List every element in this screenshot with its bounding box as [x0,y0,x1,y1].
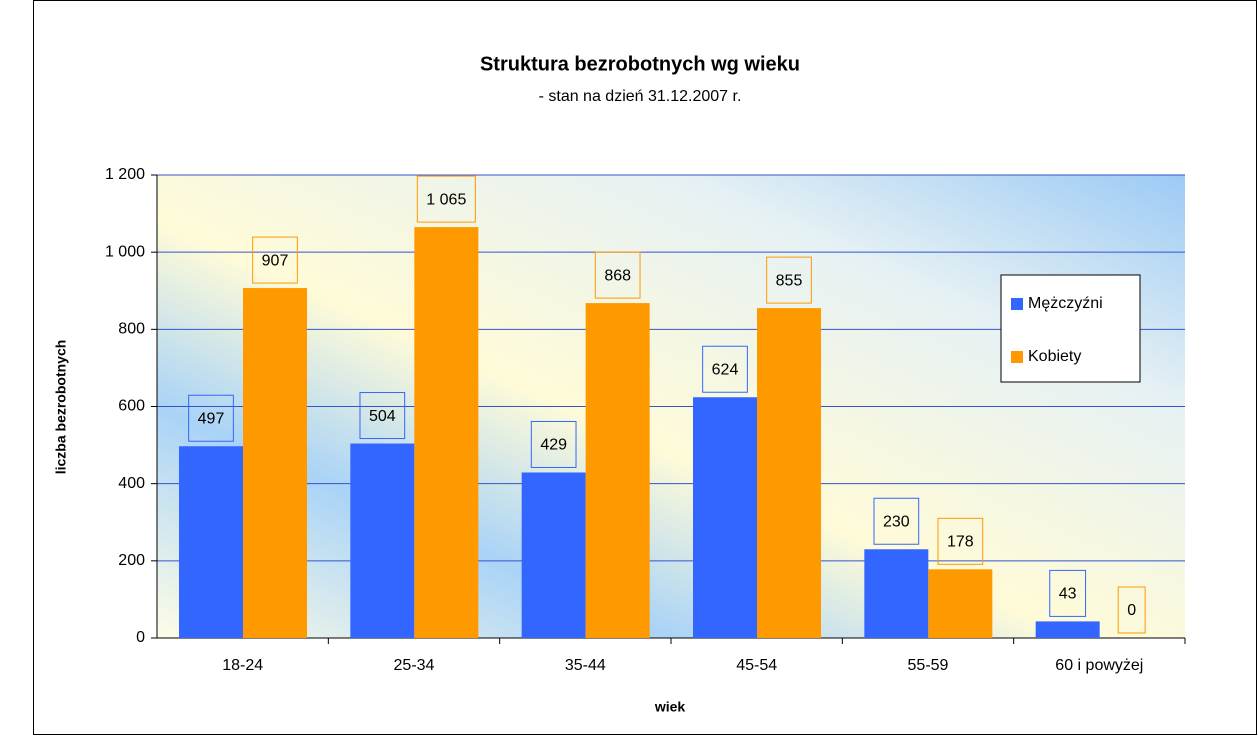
bar [521,472,586,638]
bar [928,569,993,638]
x-tick-label: 45-54 [736,657,777,674]
data-label-box [252,236,298,284]
y-tick-label: 400 [118,475,145,492]
data-label: 0 [1127,602,1136,619]
data-label-box [594,251,641,299]
y-axis-label: liczba bezrobotnych [53,340,69,475]
data-label: 504 [369,408,396,425]
y-tick-label: 200 [118,552,145,569]
bar [350,443,415,638]
x-tick-label: 35-44 [565,657,606,674]
bar [1035,621,1100,638]
legend-label: Kobiety [1028,348,1081,365]
data-label: 868 [604,267,631,284]
bar [414,227,479,638]
data-label-box [188,394,234,442]
bar [585,303,650,638]
data-label-box [766,256,812,304]
y-tick-label: 1 000 [105,243,145,260]
data-label-box [1117,586,1146,634]
x-tick-label: 18-24 [222,657,263,674]
bar [179,446,243,638]
data-label: 855 [776,272,803,289]
x-axis-label: wiek [654,699,686,715]
data-label: 1 065 [426,191,466,208]
data-label-box [702,345,748,393]
y-tick-label: 800 [118,321,145,338]
data-label-box [1049,569,1087,617]
x-tick-label: 60 i powyżej [1055,657,1143,674]
y-tick-label: 0 [136,629,145,646]
data-label: 624 [712,361,739,378]
bar [243,288,307,638]
chart-title: Struktura bezrobotnych wg wieku [480,53,800,75]
bar [693,397,757,638]
data-label-box [359,392,406,440]
legend-label: Mężczyźni [1028,295,1103,312]
legend-swatch [1011,351,1023,363]
data-label-box [530,420,577,468]
x-tick-label: 55-59 [908,657,949,674]
data-label-box [873,497,920,545]
data-label-box [937,517,984,565]
data-label-box [416,175,476,223]
chart-subtitle: - stan na dzień 31.12.2007 r. [539,88,742,105]
data-label: 497 [198,410,225,427]
bar [757,308,821,638]
data-label: 230 [883,513,910,530]
legend-box [1000,274,1141,383]
y-tick-label: 600 [118,398,145,415]
legend-swatch [1011,298,1023,310]
y-tick-label: 1 200 [105,166,145,183]
data-label: 43 [1059,586,1077,603]
data-label: 429 [540,437,567,454]
data-label: 178 [947,534,974,551]
data-label: 907 [262,252,289,269]
bar [864,549,929,638]
x-tick-label: 25-34 [394,657,435,674]
